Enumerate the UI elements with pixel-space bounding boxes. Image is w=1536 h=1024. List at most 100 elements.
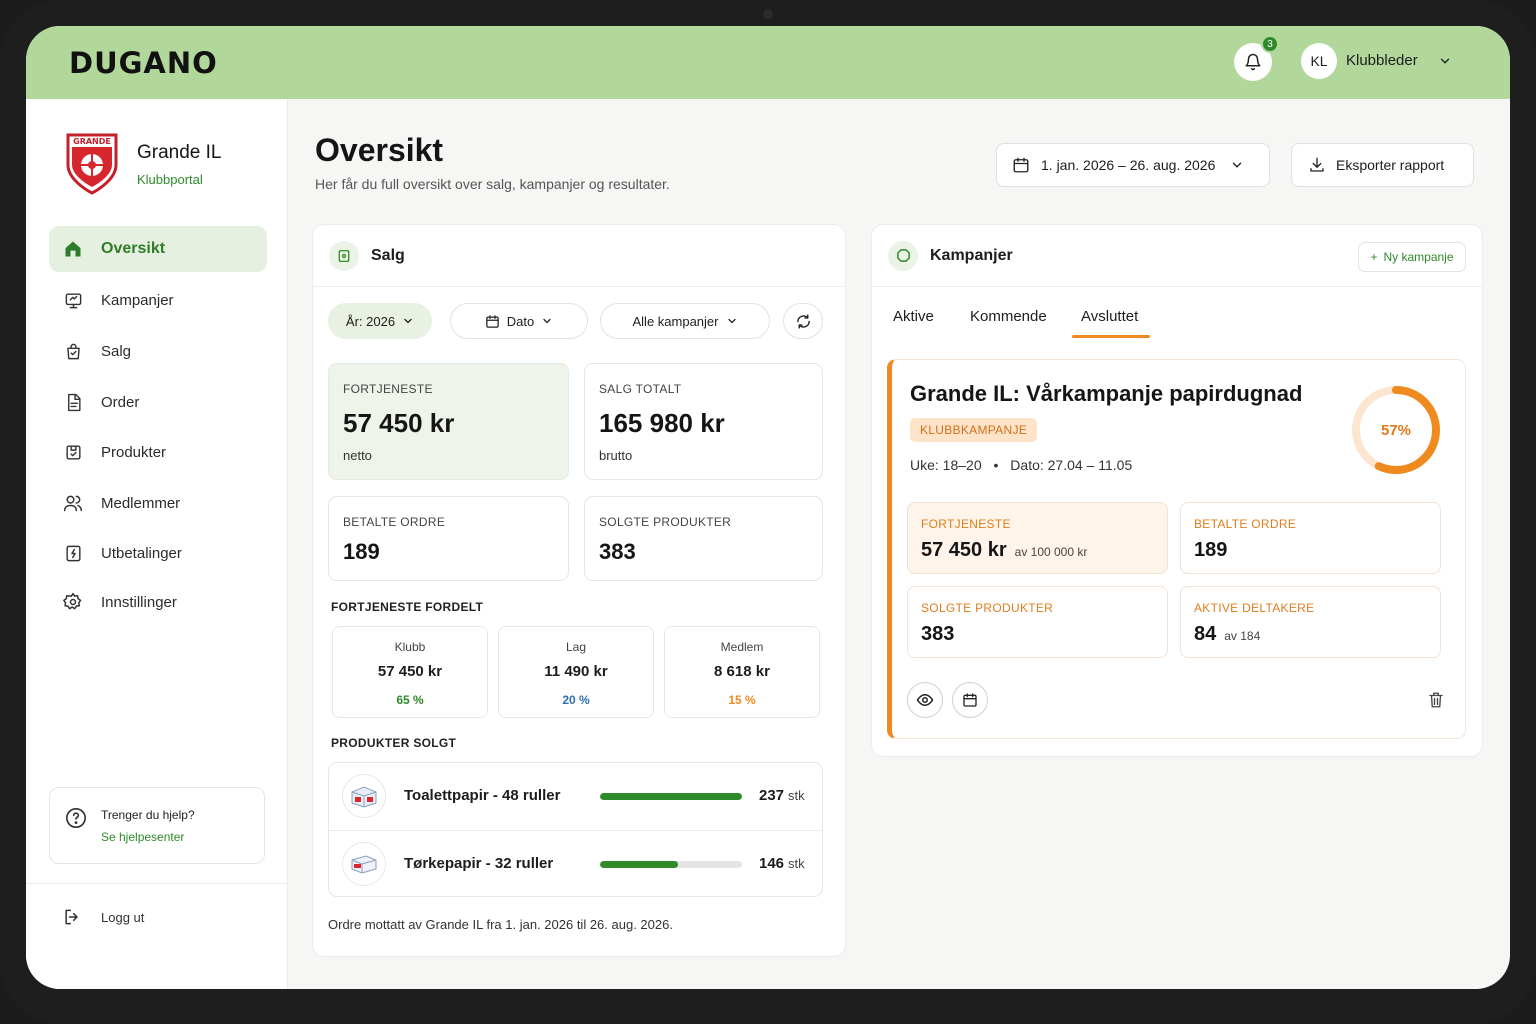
sales-card: Salg År: 2026 Dato Alle kampanjer FORTJE… xyxy=(312,224,846,957)
trash-icon[interactable] xyxy=(1427,690,1445,710)
sales-card-header: Salg xyxy=(313,225,845,287)
stat-label: SOLGTE PRODUKTER xyxy=(599,515,732,529)
stat-sub: av 100 000 kr xyxy=(1014,545,1088,559)
download-icon xyxy=(1310,157,1324,172)
sidebar-item-label: Innstillinger xyxy=(101,593,177,611)
user-avatar[interactable]: KL xyxy=(1301,43,1337,79)
sidebar-item-utbetalinger[interactable]: Utbetalinger xyxy=(49,530,267,576)
sidebar-item-label: Medlemmer xyxy=(101,494,181,512)
toilet-paper-image xyxy=(342,774,386,818)
stat-label: FORTJENESTE xyxy=(921,517,1011,531)
sidebar-item-oversikt[interactable]: Oversikt xyxy=(49,226,267,272)
split-percent: 15 % xyxy=(728,693,756,707)
sidebar-item-label: Order xyxy=(101,393,140,411)
campaign-progress-label: 57% xyxy=(1380,421,1412,439)
club-subtitle: Klubbportal xyxy=(137,172,203,187)
chevron-down-icon[interactable] xyxy=(1438,54,1452,68)
divider xyxy=(26,883,288,884)
quantity-value: 146 xyxy=(759,855,785,872)
campaign-progress-ring xyxy=(1352,386,1440,474)
logout-icon xyxy=(65,909,78,925)
stat-foot: netto xyxy=(343,448,372,463)
help-center-link[interactable]: Se hjelpesenter xyxy=(101,830,185,844)
logout-button[interactable]: Logg ut xyxy=(62,907,144,927)
year-filter[interactable]: År: 2026 xyxy=(328,303,432,339)
chevron-down-icon xyxy=(404,318,412,324)
page-title: Oversikt xyxy=(315,132,444,168)
export-label: Eksporter rapport xyxy=(1336,157,1445,173)
active-tab-indicator xyxy=(1072,335,1150,338)
stat-number: 383 xyxy=(921,623,955,645)
stat-foot: brutto xyxy=(599,448,633,463)
new-campaign-button[interactable]: + Ny kampanje xyxy=(1358,242,1466,272)
product-quantity: 146 stk xyxy=(759,855,805,872)
tab-avsluttet[interactable]: Avsluttet xyxy=(1081,308,1139,325)
refresh-button[interactable] xyxy=(783,303,823,339)
stat-label: SALG TOTALT xyxy=(599,382,682,396)
sidebar-item-label: Salg xyxy=(101,342,132,360)
list-item[interactable]: Tørkepapir - 32 ruller 146 stk xyxy=(329,830,822,897)
quantity-value: 237 xyxy=(759,787,785,804)
chevron-down-icon xyxy=(543,318,551,324)
club-name: Grande IL xyxy=(137,142,222,163)
quantity-unit: stk xyxy=(788,788,805,803)
camera xyxy=(763,9,773,19)
split-team: Lag 11 490 kr 20 % xyxy=(498,626,654,718)
sidebar: GRANDE Grande IL Klubbportal Oversikt Ka… xyxy=(26,99,288,989)
campaign-calendar-button[interactable] xyxy=(952,682,988,718)
campaign-products-stat: SOLGTE PRODUKTER 383 xyxy=(907,586,1168,658)
export-report-button[interactable]: Eksporter rapport xyxy=(1291,143,1474,187)
stat-value: 57 450 kr xyxy=(343,408,455,438)
campaigns-card-header: Kampanjer xyxy=(872,225,1482,287)
date-filter[interactable]: Dato xyxy=(450,303,588,339)
paper-towel-image xyxy=(342,842,386,886)
shield-icon xyxy=(888,240,918,271)
help-box: Trenger du hjelp? Se hjelpesenter xyxy=(49,787,265,864)
stat-value: 189 xyxy=(343,539,380,564)
profit-stat: FORTJENESTE 57 450 kr netto xyxy=(328,363,569,480)
stat-value: 165 980 kr xyxy=(599,408,725,438)
campaign-card[interactable]: Grande IL: Vårkampanje papirdugnad KLUBB… xyxy=(887,359,1466,739)
stat-number: 84 xyxy=(1194,623,1217,645)
tab-kommende[interactable]: Kommende xyxy=(970,308,1047,325)
help-title: Trenger du hjelp? xyxy=(101,808,195,822)
split-value: 8 618 kr xyxy=(714,663,770,680)
split-name: Medlem xyxy=(720,640,764,654)
sidebar-item-kampanjer[interactable]: Kampanjer xyxy=(49,277,267,323)
split-percent: 20 % xyxy=(562,693,590,707)
progress-fill xyxy=(600,861,679,868)
stat-value: 383 xyxy=(599,539,636,564)
sidebar-item-salg[interactable]: Salg xyxy=(49,328,267,374)
sidebar-item-label: Kampanjer xyxy=(101,291,174,309)
stat-label: FORTJENESTE xyxy=(343,382,433,396)
progress-fill xyxy=(600,793,742,800)
date-filter-label: Dato xyxy=(506,313,535,329)
paid-orders-stat: BETALTE ORDRE 189 xyxy=(328,496,569,581)
stat-number: 57 450 kr xyxy=(921,539,1007,561)
campaign-weeks: Uke: 18–20 xyxy=(910,457,982,473)
sidebar-item-medlemmer[interactable]: Medlemmer xyxy=(49,480,267,526)
app-logo[interactable]: DUGANO xyxy=(69,46,218,80)
sidebar-item-innstillinger[interactable]: Innstillinger xyxy=(49,579,267,625)
user-role[interactable]: Klubbleder xyxy=(1346,52,1418,69)
sidebar-item-produkter[interactable]: Produkter xyxy=(49,429,267,475)
receipt-icon xyxy=(329,240,359,271)
tab-aktive[interactable]: Aktive xyxy=(893,308,934,325)
campaign-profit-stat: FORTJENESTE 57 450 kr av 100 000 kr xyxy=(907,502,1168,574)
users-icon xyxy=(63,493,83,513)
split-value: 57 450 kr xyxy=(377,663,443,680)
eye-icon xyxy=(916,693,934,707)
wallet-icon xyxy=(63,543,83,563)
split-name: Lag xyxy=(565,640,587,654)
sidebar-item-order[interactable]: Order xyxy=(49,379,267,425)
split-club: Klubb 57 450 kr 65 % xyxy=(332,626,488,718)
gear-icon xyxy=(63,592,83,612)
sales-footer-note: Ordre mottatt av Grande IL fra 1. jan. 2… xyxy=(328,917,673,932)
campaign-filter[interactable]: Alle kampanjer xyxy=(600,303,770,339)
stat-label: BETALTE ORDRE xyxy=(1194,517,1297,531)
date-range-picker[interactable]: 1. jan. 2026 – 26. aug. 2026 xyxy=(996,143,1270,187)
stat-label: BETALTE ORDRE xyxy=(343,515,446,529)
view-campaign-button[interactable] xyxy=(907,682,943,718)
list-item[interactable]: Toalettpapir - 48 ruller 237 stk xyxy=(329,763,822,830)
sidebar-item-label: Oversikt xyxy=(101,240,166,257)
